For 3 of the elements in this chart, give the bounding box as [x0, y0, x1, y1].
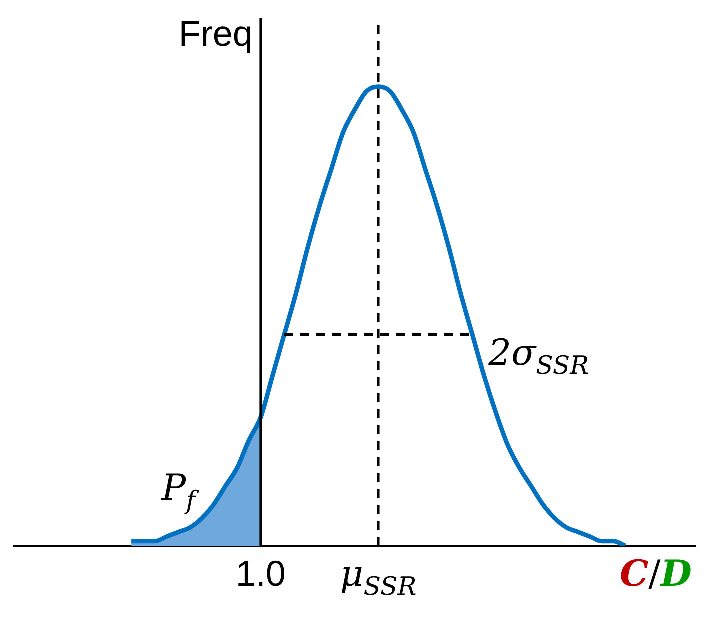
y-axis-title: Freq: [178, 13, 253, 54]
x-axis-title: C/D: [620, 553, 692, 595]
x-tick-label: 1.0: [236, 553, 286, 594]
